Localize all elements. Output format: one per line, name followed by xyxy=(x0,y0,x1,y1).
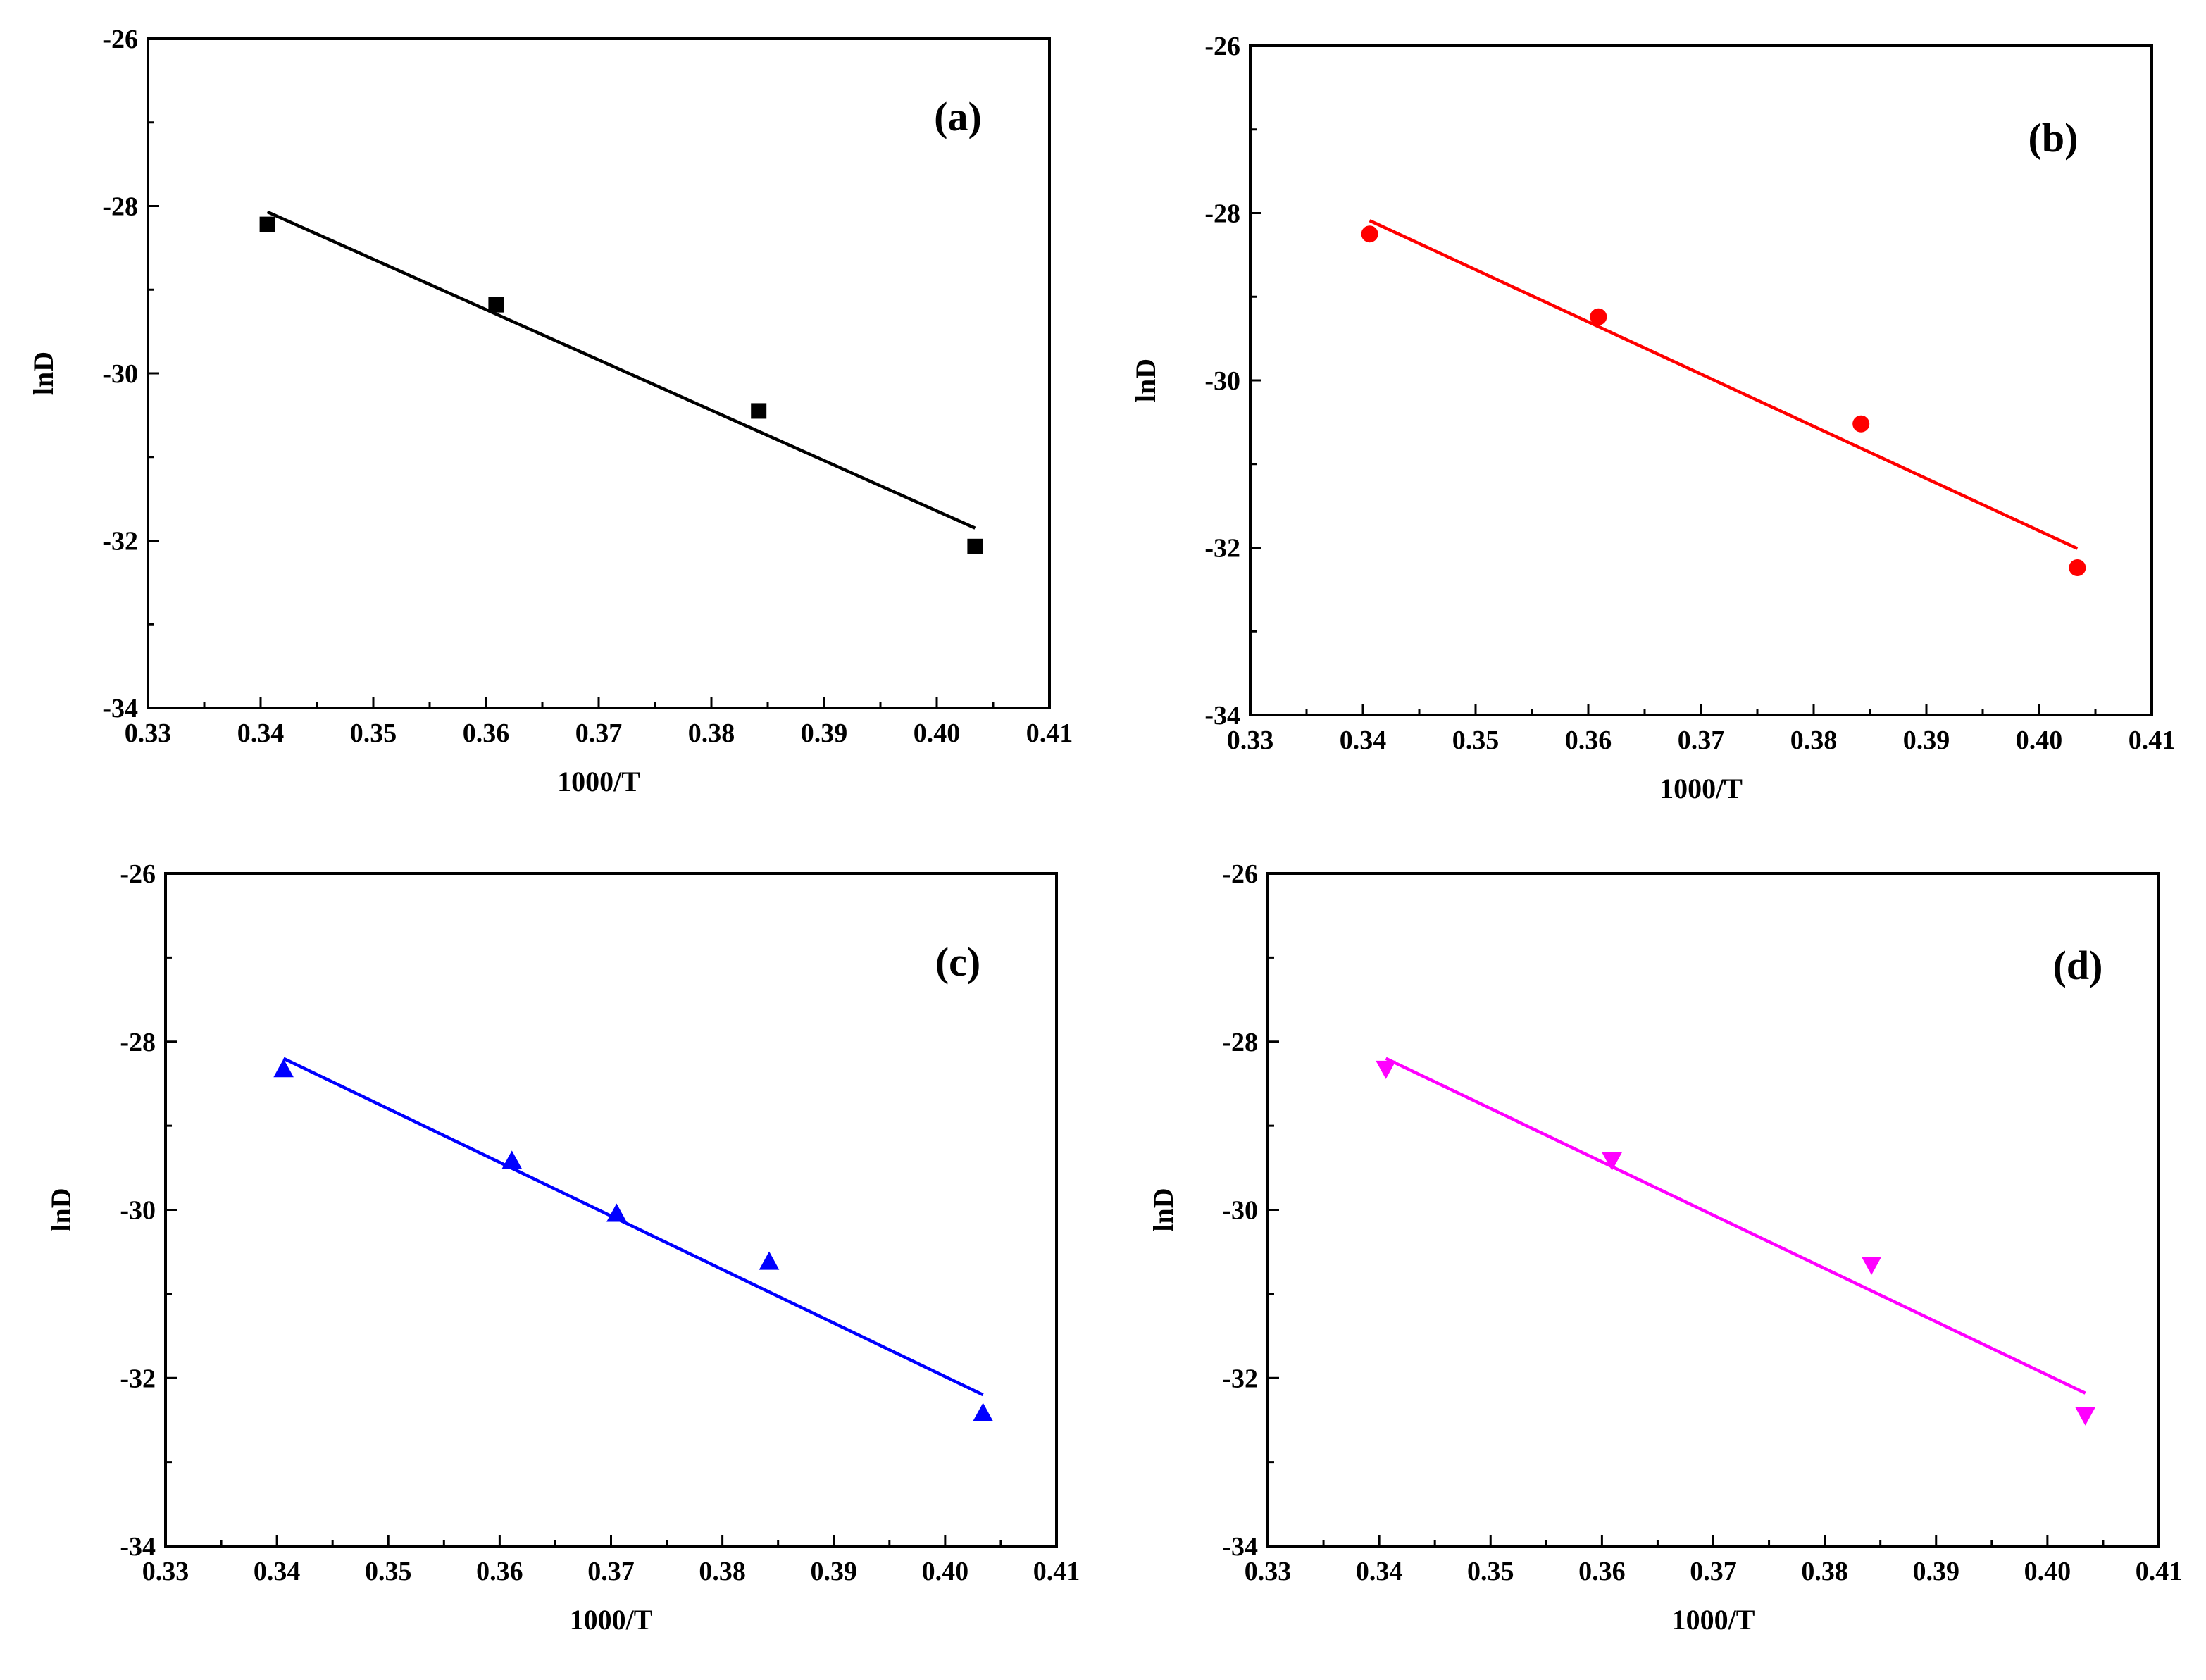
x-tick-label-a: 0.33 xyxy=(125,718,172,748)
data-point-b xyxy=(1590,308,1607,325)
x-tick-label-d: 0.35 xyxy=(1467,1557,1514,1586)
fit-line-b xyxy=(1369,219,2079,550)
fit-line-d xyxy=(1385,1057,2086,1395)
y-tick-label-d: -30 xyxy=(1222,1196,1258,1226)
data-point-c xyxy=(606,1203,627,1222)
x-tick-label-b: 0.36 xyxy=(1565,726,1612,755)
x-tick-label-d: 0.40 xyxy=(2024,1557,2071,1586)
panel-label-c: (c) xyxy=(935,939,980,985)
plot-frame-a xyxy=(147,37,1051,709)
data-point-c xyxy=(759,1251,780,1270)
panel-b: 0.33 0.34 0.35 0.36 0.37 0.38 0.39 0.40 0.41 -26 -… xyxy=(1130,32,2175,804)
data-point-a xyxy=(751,403,767,419)
plot-frame-c xyxy=(164,872,1058,1548)
x-tick-label-c: 0.38 xyxy=(699,1557,746,1586)
y-tick-label-d: -32 xyxy=(1222,1364,1258,1393)
x-axis-title-d: 1000/T xyxy=(1672,1604,1755,1636)
data-point-a xyxy=(259,216,275,232)
x-tick-label-a: 0.41 xyxy=(1026,718,1073,748)
x-tick-label-d: 0.33 xyxy=(1245,1557,1292,1586)
data-point-b xyxy=(1852,415,1870,433)
x-tick-label-d: 0.37 xyxy=(1690,1557,1737,1586)
y-tick-label-c: -34 xyxy=(120,1532,156,1562)
x-tick-label-c: 0.39 xyxy=(811,1557,858,1586)
panel-d: 0.33 0.34 0.35 0.36 0.37 0.38 0.39 0.40 0.41 -26 -… xyxy=(1147,859,2182,1636)
x-tick-label-b: 0.38 xyxy=(1790,726,1838,755)
panel-label-a: (a) xyxy=(934,94,982,139)
y-tick-label-d: -28 xyxy=(1222,1028,1258,1057)
x-axis-title-b: 1000/T xyxy=(1659,773,1743,804)
y-tick-label-d: -26 xyxy=(1222,859,1258,889)
x-tick-label-a: 0.35 xyxy=(350,718,397,748)
y-tick-label-a: -26 xyxy=(102,25,138,54)
y-tick-label-a: -30 xyxy=(102,359,138,389)
x-tick-label-b: 0.34 xyxy=(1340,726,1387,755)
x-tick-label-c: 0.36 xyxy=(476,1557,523,1586)
x-tick-label-d: 0.41 xyxy=(2136,1557,2183,1586)
y-tick-label-b: -32 xyxy=(1204,534,1240,564)
panel-label-d: (d) xyxy=(2053,942,2103,988)
x-tick-label-b: 0.39 xyxy=(1903,726,1950,755)
data-point-b xyxy=(1361,225,1378,243)
x-tick-label-d: 0.39 xyxy=(1913,1557,1960,1586)
panel-label-b: (b) xyxy=(2029,115,2079,161)
y-tick-label-c: -32 xyxy=(120,1364,156,1393)
data-point-d xyxy=(2075,1407,2095,1426)
x-tick-label-b: 0.37 xyxy=(1678,726,1725,755)
x-tick-label-a: 0.40 xyxy=(914,718,961,748)
y-axis-title-b: lnD xyxy=(1130,359,1161,402)
y-tick-label-b: -30 xyxy=(1204,366,1240,396)
y-tick-label-c: -28 xyxy=(120,1028,156,1057)
data-point-c xyxy=(273,1059,294,1078)
x-tick-label-b: 0.35 xyxy=(1452,726,1500,755)
y-tick-label-c: -30 xyxy=(120,1196,156,1226)
plot-frame-b xyxy=(1249,44,2153,716)
y-tick-label-b: -28 xyxy=(1204,199,1240,229)
panel-c: 0.33 0.34 0.35 0.36 0.37 0.38 0.39 0.40 0.41 -26 -… xyxy=(45,859,1080,1636)
data-point-d xyxy=(1376,1060,1396,1079)
data-point-d xyxy=(1861,1257,1882,1276)
x-tick-label-a: 0.38 xyxy=(688,718,735,748)
data-point-a xyxy=(967,538,983,554)
data-point-b xyxy=(2069,559,2086,576)
y-tick-label-d: -34 xyxy=(1222,1532,1258,1562)
x-tick-label-a: 0.39 xyxy=(801,718,848,748)
data-point-c xyxy=(973,1402,993,1421)
panel-a: 0.33 0.34 0.35 0.36 0.37 0.38 0.39 0.40 0.41 -26 -… xyxy=(27,25,1073,797)
y-tick-label-b: -26 xyxy=(1204,32,1240,61)
x-tick-label-a: 0.34 xyxy=(237,718,285,748)
x-tick-label-d: 0.36 xyxy=(1578,1557,1626,1586)
x-tick-label-c: 0.37 xyxy=(587,1557,635,1586)
x-tick-label-b: 0.33 xyxy=(1227,726,1274,755)
x-tick-label-c: 0.40 xyxy=(922,1557,969,1586)
y-tick-label-b: -34 xyxy=(1204,701,1240,730)
x-tick-label-b: 0.40 xyxy=(2016,726,2063,755)
data-point-d xyxy=(1602,1152,1622,1171)
y-axis-title-d: lnD xyxy=(1147,1188,1179,1231)
x-tick-label-a: 0.37 xyxy=(575,718,623,748)
x-tick-label-c: 0.34 xyxy=(254,1557,301,1586)
fit-line-a xyxy=(266,210,976,530)
data-point-a xyxy=(488,297,504,313)
y-tick-label-a: -28 xyxy=(102,192,138,222)
y-tick-label-c: -26 xyxy=(120,859,156,889)
y-axis-title-c: lnD xyxy=(45,1188,77,1231)
x-tick-label-d: 0.34 xyxy=(1356,1557,1403,1586)
plot-frame-d xyxy=(1266,872,2160,1548)
data-point-c xyxy=(501,1150,523,1169)
x-tick-label-c: 0.41 xyxy=(1033,1557,1080,1586)
y-tick-label-a: -32 xyxy=(102,527,138,556)
x-tick-label-c: 0.35 xyxy=(365,1557,412,1586)
y-axis-title-a: lnD xyxy=(27,351,59,395)
y-tick-label-a: -34 xyxy=(102,694,138,723)
x-tick-label-b: 0.41 xyxy=(2129,726,2176,755)
x-tick-label-d: 0.38 xyxy=(1801,1557,1848,1586)
x-tick-label-c: 0.33 xyxy=(142,1557,189,1586)
x-axis-title-c: 1000/T xyxy=(570,1604,653,1636)
x-axis-title-a: 1000/T xyxy=(557,766,640,797)
fit-line-c xyxy=(282,1057,984,1397)
x-tick-label-a: 0.36 xyxy=(463,718,510,748)
